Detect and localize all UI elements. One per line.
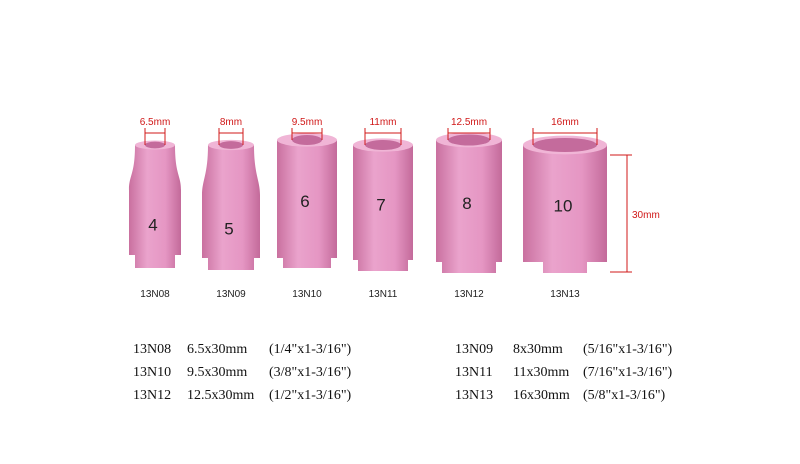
spec-inch: (7/16"x1-3/16") — [583, 365, 673, 380]
spec-inch: (1/4"x1-3/16") — [269, 342, 352, 357]
spec-inch: (5/8"x1-3/16") — [583, 388, 666, 403]
opening-label: 8mm — [220, 117, 242, 128]
nozzle-number: 10 — [554, 197, 573, 216]
spec-code: 13N13 — [455, 388, 493, 403]
nozzle-number: 8 — [462, 194, 471, 213]
spec-size: 9.5x30mm — [187, 365, 247, 380]
spec-size: 8x30mm — [513, 342, 563, 357]
nozzle-opening — [448, 134, 490, 146]
spec-inch: (1/2"x1-3/16") — [269, 388, 352, 403]
opening-label: 11mm — [369, 117, 396, 128]
spec-size: 12.5x30mm — [187, 388, 254, 403]
nozzle-body — [129, 145, 181, 268]
nozzle-number: 4 — [148, 216, 157, 235]
opening-label: 9.5mm — [292, 117, 323, 128]
spec-size: 16x30mm — [513, 388, 570, 403]
nozzle-body — [277, 140, 337, 268]
nozzle-opening — [533, 138, 597, 152]
nozzle-code: 13N10 — [292, 289, 322, 300]
nozzle-body — [523, 145, 607, 273]
nozzle-number: 5 — [224, 220, 233, 239]
spec-inch: (3/8"x1-3/16") — [269, 365, 352, 380]
nozzle-code: 13N11 — [369, 289, 398, 300]
spec-code: 13N09 — [455, 342, 493, 357]
nozzle-code: 13N09 — [216, 289, 246, 300]
spec-code: 13N08 — [133, 342, 171, 357]
spec-inch: (5/16"x1-3/16") — [583, 342, 673, 357]
nozzle-number: 6 — [300, 192, 309, 211]
opening-label: 12.5mm — [451, 117, 487, 128]
opening-label: 16mm — [551, 117, 579, 128]
nozzle-code: 13N12 — [454, 289, 484, 300]
spec-code: 13N10 — [133, 365, 171, 380]
spec-size: 11x30mm — [513, 365, 569, 380]
opening-label: 6.5mm — [140, 117, 171, 128]
spec-code: 13N12 — [133, 388, 171, 403]
nozzle-number: 7 — [376, 196, 385, 215]
nozzle-code: 13N13 — [550, 289, 580, 300]
nozzle-opening — [145, 141, 165, 149]
nozzle-opening — [219, 141, 243, 149]
height-label: 30mm — [632, 210, 660, 221]
nozzle-code: 13N08 — [140, 289, 170, 300]
spec-code: 13N11 — [455, 365, 493, 380]
spec-size: 6.5x30mm — [187, 342, 247, 357]
nozzle-opening — [292, 135, 322, 145]
nozzle-opening — [365, 140, 401, 150]
nozzle-body — [353, 145, 413, 271]
nozzle-body — [202, 145, 260, 270]
nozzle-body — [436, 140, 502, 273]
